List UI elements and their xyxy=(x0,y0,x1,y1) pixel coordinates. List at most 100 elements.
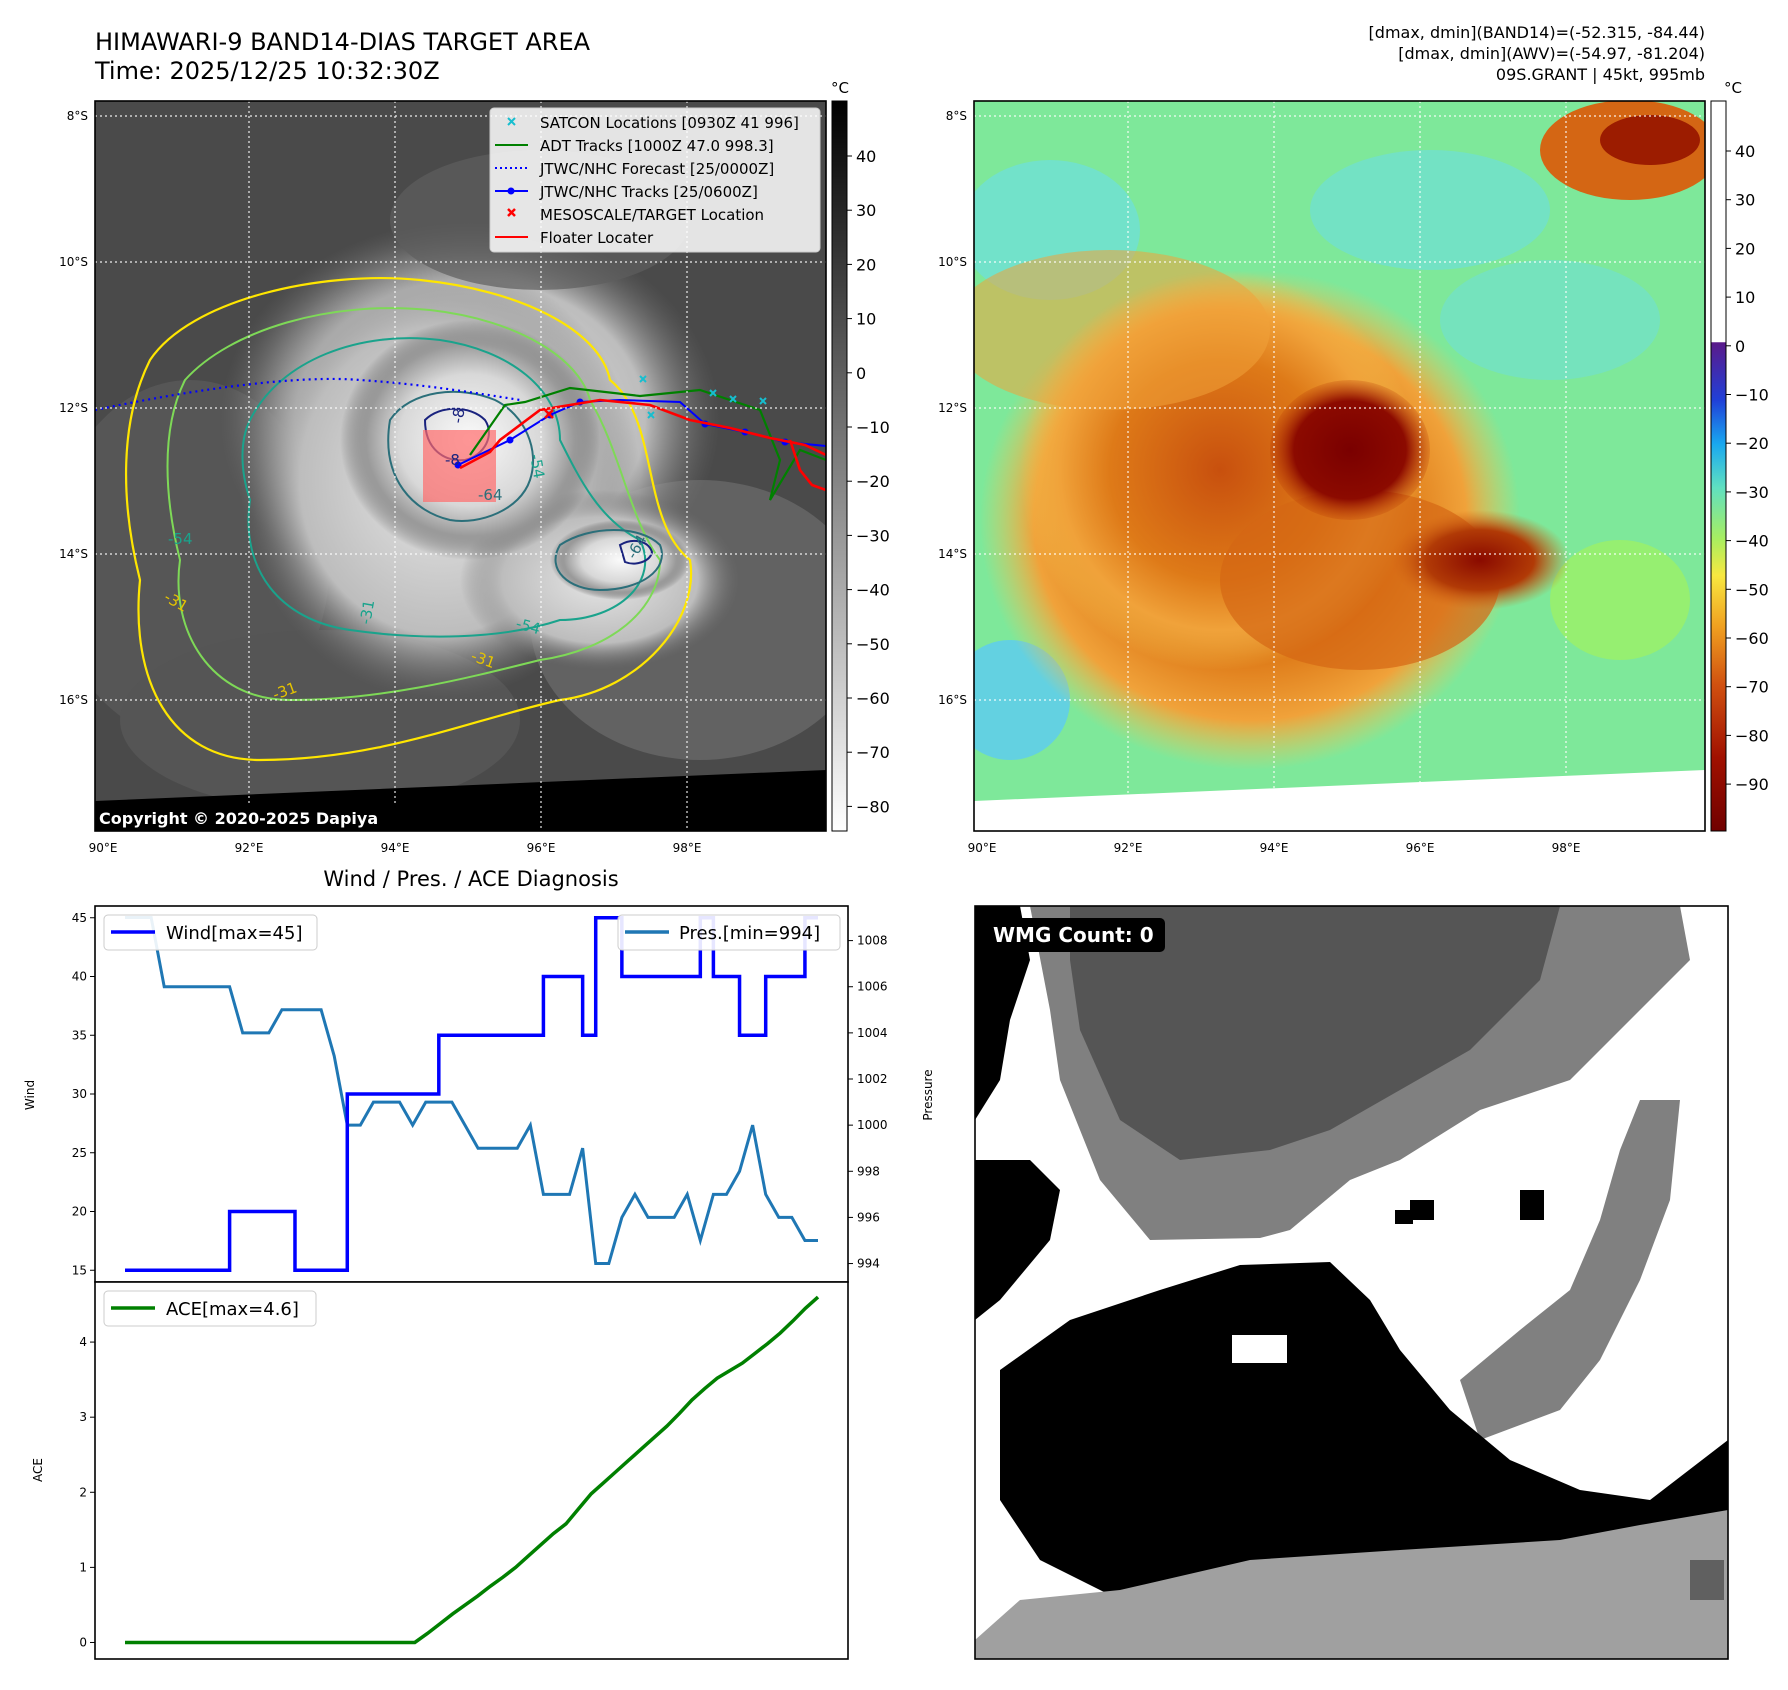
awv-lat-labels: 8°S 10°S 12°S 14°S 16°S xyxy=(938,109,967,707)
ir-lat-labels: 8°S 10°S 12°S 14°S 16°S xyxy=(59,109,88,707)
wind-legend-label: Wind[max=45] xyxy=(166,923,303,944)
wind-yaxis-ticks: 15 20 25 30 35 40 45 xyxy=(72,911,95,1277)
ace-ytick-label: 0 xyxy=(79,1635,87,1649)
colorbar-tick-label: −20 xyxy=(1735,434,1769,453)
colorbar-tick-label: −30 xyxy=(1735,483,1769,502)
wmg-count-label: WMG Count: 0 xyxy=(993,923,1154,947)
pressure-legend: Pres.[min=994] xyxy=(617,914,841,951)
pressure-legend-label: Pres.[min=994] xyxy=(679,923,820,944)
lon-label: 90°E xyxy=(968,841,997,855)
lon-label: 94°E xyxy=(1260,841,1289,855)
copyright-text: Copyright © 2020-2025 Dapiya xyxy=(99,809,378,828)
satcon-markers xyxy=(639,375,767,419)
pressure-ytick-label: 998 xyxy=(857,1164,880,1178)
wmg-gray-bottom xyxy=(975,1510,1728,1659)
lat-label: 14°S xyxy=(59,547,88,561)
wmg-black-left-top xyxy=(975,906,1030,1120)
lat-label: 12°S xyxy=(59,401,88,415)
colorbar-tick-label: 30 xyxy=(1735,191,1755,210)
awv-map-grid xyxy=(974,101,1705,831)
contour-dark-teal-2 xyxy=(554,529,663,592)
pressure-ylabel: Pressure xyxy=(921,1069,935,1120)
wmg-gray-right xyxy=(1460,1100,1680,1440)
jtwc-forecast-track xyxy=(95,377,521,412)
wmg-black-chip-2 xyxy=(1520,1190,1544,1220)
ace-plot-frame xyxy=(94,1281,849,1660)
pressure-series-line xyxy=(125,916,818,1266)
legend-forecast-label: JTWC/NHC Forecast [25/0000Z] xyxy=(539,160,774,178)
wind-ytick-label: 30 xyxy=(72,1087,87,1101)
diagnosis-title: Wind / Pres. / ACE Diagnosis xyxy=(323,867,618,891)
colorbar-tick-label: 40 xyxy=(1735,142,1755,161)
legend-target-label: MESOSCALE/TARGET Location xyxy=(540,206,764,224)
figure-title-line1: HIMAWARI-9 BAND14-DIAS TARGET AREA xyxy=(95,28,591,56)
colorbar-tick-label: −30 xyxy=(856,526,890,545)
colorbar-tick-label: 30 xyxy=(856,201,876,220)
colorbar-tick-label: −70 xyxy=(1735,678,1769,697)
ace-legend: ACE[max=4.6] xyxy=(103,1290,317,1327)
colorbar-tick-label: −40 xyxy=(1735,532,1769,551)
contour-labels: -31 -31 -31 -31 -54 -54 -54 -64 -64 -8 -… xyxy=(161,407,651,704)
lon-label: 94°E xyxy=(381,841,410,855)
contour-label: -64 xyxy=(478,486,503,504)
copyright-box xyxy=(95,805,410,831)
ace-legend-label: ACE[max=4.6] xyxy=(166,1299,299,1320)
wind-ytick-label: 40 xyxy=(72,970,87,984)
awv-map-panel: 8°S 10°S 12°S 14°S 16°S 90°E 92°E 94°E 9… xyxy=(938,79,1769,855)
legend-satcon-label: SATCON Locations [0930Z 41 996] xyxy=(540,114,799,132)
pressure-ytick-label: 1000 xyxy=(857,1118,888,1132)
colorbar-tick-label: 20 xyxy=(1735,239,1755,258)
lon-label: 96°E xyxy=(1406,841,1435,855)
contour-dark-teal xyxy=(387,390,535,522)
wind-ytick-label: 35 xyxy=(72,1028,87,1042)
colorbar-tick-label: −70 xyxy=(856,743,890,762)
ir-lon-labels: 90°E 92°E 94°E 96°E 98°E xyxy=(89,841,702,855)
lat-label: 8°S xyxy=(67,109,88,123)
ace-series-line xyxy=(125,1295,820,1645)
colorbar-tick-label: −50 xyxy=(1735,580,1769,599)
wind-ytick-label: 15 xyxy=(72,1263,87,1277)
colorbar-tick-label: −60 xyxy=(1735,629,1769,648)
lat-label: 16°S xyxy=(59,693,88,707)
wind-ytick-label: 45 xyxy=(72,911,87,925)
wind-series-line xyxy=(125,916,818,1272)
wmg-imagery xyxy=(975,906,1728,1659)
lat-label: 14°S xyxy=(938,547,967,561)
wind-ytick-label: 20 xyxy=(72,1205,87,1219)
lon-label: 98°E xyxy=(1552,841,1581,855)
colorbar-tick-label: 10 xyxy=(1735,288,1755,307)
ir-map-legend: SATCON Locations [0930Z 41 996] ADT Trac… xyxy=(489,107,821,253)
adt-track xyxy=(469,386,826,501)
pressure-ytick-label: 1008 xyxy=(857,934,888,948)
ace-ytick-label: 4 xyxy=(79,1335,87,1349)
colorbar-tick-label: 10 xyxy=(856,310,876,329)
info-line1: [dmax, dmin](BAND14)=(-52.315, -84.44) xyxy=(1369,23,1705,42)
colorbar-tick-label: 0 xyxy=(856,364,866,383)
contour-label: -8 xyxy=(445,451,460,469)
pressure-yaxis-ticks: 994 996 998 1000 1002 1004 1006 1008 xyxy=(848,934,888,1271)
lon-label: 98°E xyxy=(673,841,702,855)
colorbar-tick-label: 0 xyxy=(1735,337,1745,356)
ace-ytick-label: 2 xyxy=(79,1485,87,1499)
color-colorbar xyxy=(1710,100,1727,832)
wmg-black-chip-1 xyxy=(1410,1200,1434,1220)
figure-title-line2: Time: 2025/12/25 10:32:30Z xyxy=(94,57,440,85)
legend-floater-label: Floater Locater xyxy=(540,229,654,247)
lat-label: 8°S xyxy=(946,109,967,123)
lon-label: 92°E xyxy=(1114,841,1143,855)
wmg-black-main xyxy=(1000,1262,1728,1600)
wmg-frame xyxy=(974,905,1729,1660)
wmg-black-left xyxy=(975,1160,1060,1320)
wind-legend: Wind[max=45] xyxy=(103,914,318,951)
wind-ylabel: Wind xyxy=(23,1080,37,1110)
legend-jtwc-dot xyxy=(507,187,515,195)
wind-plot-frame xyxy=(94,905,849,1283)
wind-ytick-label: 25 xyxy=(72,1146,87,1160)
contour-label: -31 xyxy=(356,598,378,625)
pressure-ytick-label: 994 xyxy=(857,1257,880,1271)
lon-label: 92°E xyxy=(235,841,264,855)
colorbar-tick-label: −10 xyxy=(1735,386,1769,405)
lat-label: 12°S xyxy=(938,401,967,415)
info-line2: [dmax, dmin](AWV)=(-54.97, -81.204) xyxy=(1398,44,1705,63)
